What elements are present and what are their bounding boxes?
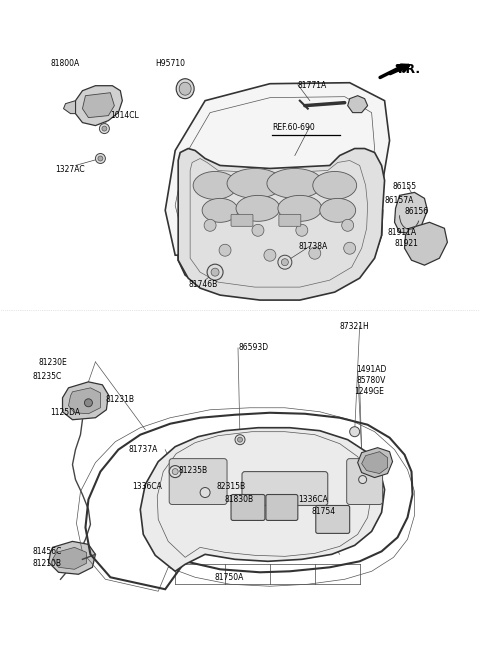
Polygon shape: [395, 192, 428, 234]
Text: 1336CA: 1336CA: [132, 482, 162, 491]
Ellipse shape: [176, 79, 194, 98]
Text: H95710: H95710: [155, 59, 185, 68]
FancyBboxPatch shape: [231, 215, 253, 226]
FancyBboxPatch shape: [231, 495, 265, 520]
Circle shape: [204, 219, 216, 232]
Circle shape: [264, 249, 276, 261]
Polygon shape: [75, 86, 122, 125]
FancyBboxPatch shape: [169, 459, 227, 504]
Text: 1125DA: 1125DA: [50, 408, 81, 417]
Ellipse shape: [278, 195, 322, 221]
Text: 86593D: 86593D: [238, 343, 268, 352]
FancyBboxPatch shape: [266, 495, 298, 520]
Text: 81746B: 81746B: [188, 280, 217, 289]
Ellipse shape: [202, 198, 238, 222]
Polygon shape: [69, 388, 100, 414]
Text: 1249GE: 1249GE: [355, 387, 384, 396]
Text: 1327AC: 1327AC: [56, 165, 85, 174]
Text: 81230E: 81230E: [38, 358, 67, 367]
Text: FR.: FR.: [397, 63, 420, 76]
Text: 81456C: 81456C: [33, 547, 62, 556]
Circle shape: [169, 466, 181, 478]
Circle shape: [211, 268, 219, 276]
Text: 81771A: 81771A: [298, 81, 327, 90]
Polygon shape: [48, 541, 96, 574]
FancyBboxPatch shape: [316, 506, 350, 533]
FancyBboxPatch shape: [242, 472, 328, 506]
Circle shape: [281, 258, 288, 266]
FancyBboxPatch shape: [347, 459, 383, 504]
Ellipse shape: [267, 169, 323, 198]
Circle shape: [219, 244, 231, 256]
Circle shape: [98, 156, 103, 161]
Circle shape: [172, 468, 178, 474]
Ellipse shape: [227, 169, 283, 198]
Text: 81210B: 81210B: [33, 560, 61, 568]
Polygon shape: [348, 96, 368, 113]
Text: REF.60-690: REF.60-690: [272, 123, 315, 132]
Text: 86157A: 86157A: [384, 196, 414, 205]
Text: 81921: 81921: [395, 239, 419, 248]
Ellipse shape: [193, 171, 237, 199]
Text: 1014CL: 1014CL: [110, 111, 139, 119]
Circle shape: [296, 224, 308, 236]
Text: 81754: 81754: [312, 508, 336, 516]
Text: 81911A: 81911A: [387, 228, 417, 237]
Text: 87321H: 87321H: [340, 322, 370, 331]
Ellipse shape: [179, 82, 191, 95]
Text: 81235C: 81235C: [33, 372, 62, 381]
Polygon shape: [140, 428, 384, 571]
Text: 81800A: 81800A: [50, 59, 80, 68]
Circle shape: [207, 264, 223, 280]
Circle shape: [200, 487, 210, 497]
Circle shape: [96, 154, 106, 163]
Circle shape: [350, 426, 360, 437]
Polygon shape: [358, 447, 393, 478]
Text: 81231B: 81231B: [106, 395, 134, 404]
Polygon shape: [63, 100, 75, 113]
Text: 86155: 86155: [393, 182, 417, 192]
Ellipse shape: [236, 195, 280, 221]
Text: 81737A: 81737A: [128, 445, 158, 454]
Circle shape: [102, 126, 107, 131]
Polygon shape: [361, 451, 387, 474]
Circle shape: [359, 476, 367, 483]
Circle shape: [278, 255, 292, 269]
Polygon shape: [178, 200, 383, 297]
Circle shape: [235, 435, 245, 445]
Text: 82315B: 82315B: [216, 482, 245, 491]
Polygon shape: [165, 83, 390, 255]
Polygon shape: [62, 382, 108, 420]
Circle shape: [344, 242, 356, 255]
Text: 81738A: 81738A: [299, 242, 328, 251]
Text: 1336CA: 1336CA: [298, 495, 328, 504]
Text: 81235B: 81235B: [178, 466, 207, 474]
Circle shape: [84, 399, 93, 407]
Text: 81750A: 81750A: [214, 573, 243, 583]
Circle shape: [99, 123, 109, 134]
Circle shape: [238, 437, 242, 442]
Ellipse shape: [320, 198, 356, 222]
Text: 1491AD: 1491AD: [357, 365, 387, 374]
Circle shape: [342, 219, 354, 232]
Text: 81830B: 81830B: [224, 495, 253, 504]
Text: 86156: 86156: [405, 207, 429, 216]
Text: 85780V: 85780V: [357, 376, 386, 385]
Polygon shape: [83, 92, 114, 117]
Circle shape: [252, 224, 264, 236]
Ellipse shape: [313, 171, 357, 199]
Polygon shape: [178, 148, 384, 300]
Circle shape: [309, 247, 321, 259]
Polygon shape: [52, 547, 86, 569]
FancyBboxPatch shape: [279, 215, 301, 226]
Polygon shape: [405, 222, 447, 265]
